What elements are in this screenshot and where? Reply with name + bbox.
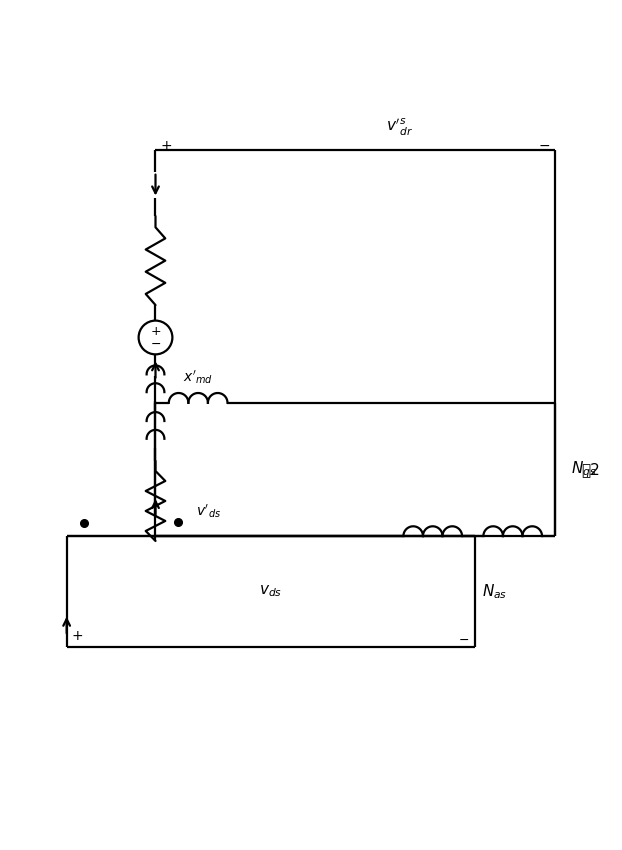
Text: −: − bbox=[539, 139, 550, 153]
Text: $v'_{ds}$: $v'_{ds}$ bbox=[197, 503, 221, 520]
Text: +: + bbox=[161, 139, 172, 153]
Text: +: + bbox=[72, 629, 83, 643]
Text: −: − bbox=[459, 634, 470, 647]
Text: +: + bbox=[150, 325, 161, 337]
Text: $N_{qs}$: $N_{qs}$ bbox=[571, 459, 596, 479]
Text: 図2: 図2 bbox=[582, 462, 600, 477]
Text: $v'^{s}_{dr}$: $v'^{s}_{dr}$ bbox=[386, 116, 414, 138]
Text: −: − bbox=[151, 338, 160, 351]
Text: $N_{as}$: $N_{as}$ bbox=[482, 582, 508, 601]
Text: $v_{ds}$: $v_{ds}$ bbox=[259, 584, 282, 599]
Text: $x'_{md}$: $x'_{md}$ bbox=[183, 368, 213, 386]
